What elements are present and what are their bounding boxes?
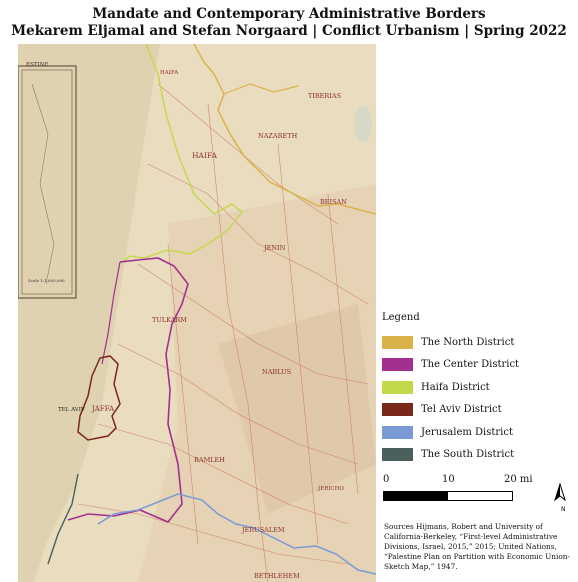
legend-label: The Center District [421, 359, 520, 371]
label-tel-aviv: TEL AVIV [58, 407, 86, 413]
label-jenin: JENIN [263, 244, 286, 252]
scale-label-20: 20 mi [504, 474, 533, 485]
label-haifa-region: HAIFA [192, 151, 217, 160]
legend-item: Jerusalem District [382, 421, 572, 444]
legend-swatch [382, 335, 413, 349]
label-bethlehem: BETHLEHEM [254, 572, 300, 580]
legend-label: Tel Aviv District [421, 404, 502, 416]
legend-swatch [382, 403, 413, 417]
legend-label: Jerusalem District [421, 426, 513, 438]
scale-bar: 0 10 20 mi [383, 474, 543, 514]
scale-label-10: 10 [442, 474, 455, 485]
legend-label: Haifa District [421, 381, 490, 393]
legend-item: The Center District [382, 354, 572, 377]
label-beisan: BEISAN [320, 198, 347, 206]
map-title: Mandate and Contemporary Administrative … [0, 6, 578, 40]
legend-swatch [382, 358, 413, 372]
legend-item: Tel Aviv District [382, 399, 572, 422]
label-jaffa: JAFFA [91, 405, 115, 413]
label-nablus: NABLUS [262, 368, 291, 376]
legend-item: Haifa District [382, 376, 572, 399]
label-jerusalem: JERUSALEM [241, 526, 285, 534]
scale-label-0: 0 [383, 474, 390, 485]
north-arrow-icon: N [551, 482, 569, 513]
label-nazareth: NAZARETH [258, 132, 298, 140]
north-label: N [561, 506, 566, 512]
label-inset-title: ESTINE [26, 62, 48, 68]
label-ramleh: RAMLEH [194, 456, 225, 464]
sources-note: Sources Hijmans, Robert and University o… [384, 522, 570, 571]
scale-bar-graphic [383, 491, 513, 501]
legend-title: Legend [382, 312, 420, 323]
label-tulkarm: TULKARM [152, 316, 187, 324]
legend-swatch [382, 425, 413, 439]
map-canvas: HAIFA TIBERIAS NAZARETH HAIFA BEISAN JEN… [18, 44, 376, 582]
legend-items: The North District The Center District Hai… [382, 331, 572, 466]
legend-swatch [382, 448, 413, 462]
title-line-1: Mandate and Contemporary Administrative … [92, 6, 486, 22]
legend-label: The North District [421, 336, 515, 348]
title-line-2: Mekarem Eljamal and Stefan Norgaard | Co… [11, 23, 567, 39]
label-jericho: JERICHO [317, 486, 345, 492]
scale-bar-filled-segment [384, 492, 448, 500]
label-haifa-city: HAIFA [160, 70, 179, 76]
map-panel[interactable]: HAIFA TIBERIAS NAZARETH HAIFA BEISAN JEN… [18, 44, 376, 582]
legend-item: The South District [382, 444, 572, 467]
legend-swatch [382, 380, 413, 394]
label-inset-scale: Scale 1:1,000,000 [28, 278, 65, 283]
legend-label: The South District [421, 449, 515, 461]
label-tiberias: TIBERIAS [308, 92, 341, 100]
legend: Legend The North District The Center Dist… [382, 312, 572, 466]
legend-item: The North District [382, 331, 572, 354]
